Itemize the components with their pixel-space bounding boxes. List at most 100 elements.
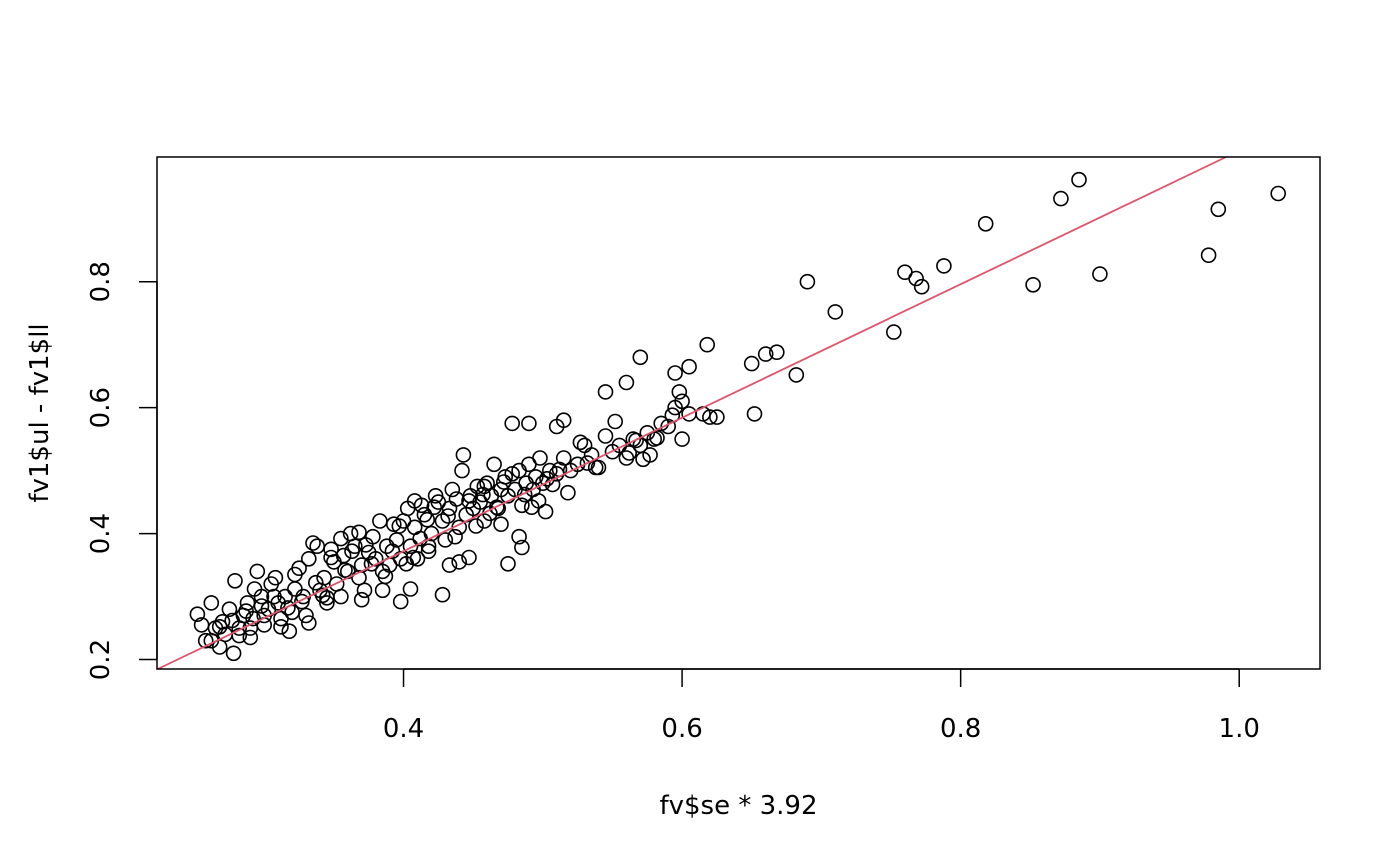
data-point — [461, 493, 477, 509]
data-point — [1053, 190, 1069, 207]
data-point — [280, 600, 296, 616]
data-point — [455, 447, 472, 463]
data-point — [560, 484, 576, 501]
data-point — [523, 499, 540, 516]
data-point — [391, 518, 408, 534]
x-tick-label: 0.8 — [940, 714, 981, 744]
data-point — [493, 516, 509, 533]
data-point — [419, 511, 436, 528]
data-point — [351, 524, 367, 541]
data-point — [281, 623, 298, 640]
x-axis: 0.4 0.6 0.8 1.0 — [383, 668, 1260, 744]
y-tick-label: 0.8 — [86, 261, 116, 302]
data-point — [451, 554, 468, 570]
data-point — [587, 459, 604, 476]
data-point — [607, 413, 624, 430]
data-point — [405, 549, 422, 566]
data-point — [757, 346, 774, 362]
data-point — [294, 593, 310, 610]
data-point — [353, 591, 370, 608]
data-point — [412, 530, 429, 547]
data-point — [1071, 171, 1087, 188]
data-point — [667, 365, 683, 381]
data-point — [372, 513, 388, 529]
y-tick-label: 0.2 — [86, 639, 116, 680]
data-point — [548, 418, 565, 435]
data-point — [447, 528, 463, 545]
data-point — [333, 530, 349, 547]
data-point — [461, 549, 477, 566]
points-layer — [189, 171, 1286, 662]
data-point — [314, 587, 331, 604]
data-point — [426, 499, 443, 516]
data-point — [699, 336, 716, 353]
data-point — [544, 476, 561, 493]
data-point — [344, 543, 360, 560]
data-point — [511, 528, 527, 545]
data-point — [374, 582, 391, 599]
x-tick-label: 1.0 — [1219, 714, 1260, 744]
data-point — [504, 465, 521, 482]
data-point — [231, 627, 247, 644]
data-point — [437, 532, 454, 548]
data-point — [238, 603, 254, 619]
data-point — [572, 434, 589, 451]
data-point — [799, 273, 816, 290]
data-point — [221, 601, 238, 618]
data-point — [495, 474, 512, 490]
data-point — [674, 431, 690, 447]
data-point — [642, 447, 658, 463]
data-point — [434, 586, 451, 603]
data-point — [521, 415, 537, 432]
data-point — [242, 629, 259, 646]
data-point — [936, 258, 952, 274]
data-point — [621, 445, 638, 461]
data-point — [392, 593, 409, 610]
data-point — [555, 450, 572, 466]
data-point — [514, 539, 530, 556]
data-point — [402, 538, 419, 555]
y-axis-label: fv1$ul - fv1$ll — [25, 323, 55, 502]
data-point — [267, 569, 284, 586]
data-point — [273, 618, 289, 635]
data-point — [885, 324, 902, 340]
data-point — [632, 349, 649, 366]
data-point — [353, 557, 370, 573]
data-point — [532, 450, 548, 466]
data-point — [504, 415, 521, 432]
data-point — [660, 418, 677, 435]
data-point — [249, 563, 266, 580]
data-point — [203, 595, 220, 611]
data-point — [681, 358, 697, 375]
data-point — [440, 508, 456, 524]
data-point — [908, 270, 924, 287]
data-point — [227, 572, 243, 589]
data-point — [441, 557, 458, 573]
data-point — [1025, 276, 1041, 293]
data-point — [788, 367, 805, 383]
data-point — [534, 475, 551, 492]
data-point — [406, 493, 423, 509]
data-point — [307, 574, 324, 591]
data-point — [486, 456, 502, 473]
x-axis-label: fv$se * 3.92 — [659, 791, 817, 821]
data-point — [702, 409, 718, 425]
data-point — [434, 513, 451, 529]
data-point — [225, 645, 242, 662]
data-point — [977, 216, 994, 232]
data-point — [746, 406, 763, 422]
data-point — [576, 437, 593, 454]
data-point — [333, 588, 349, 605]
data-point — [246, 581, 263, 597]
data-point — [743, 355, 760, 372]
data-point — [337, 562, 353, 578]
data-point — [253, 598, 270, 614]
data-point — [537, 503, 554, 520]
data-point — [291, 560, 307, 577]
fit-line — [157, 156, 1227, 670]
data-point — [444, 481, 461, 498]
data-point — [1270, 185, 1286, 202]
data-point — [224, 612, 240, 629]
data-point — [1092, 266, 1108, 282]
data-point — [197, 632, 214, 649]
